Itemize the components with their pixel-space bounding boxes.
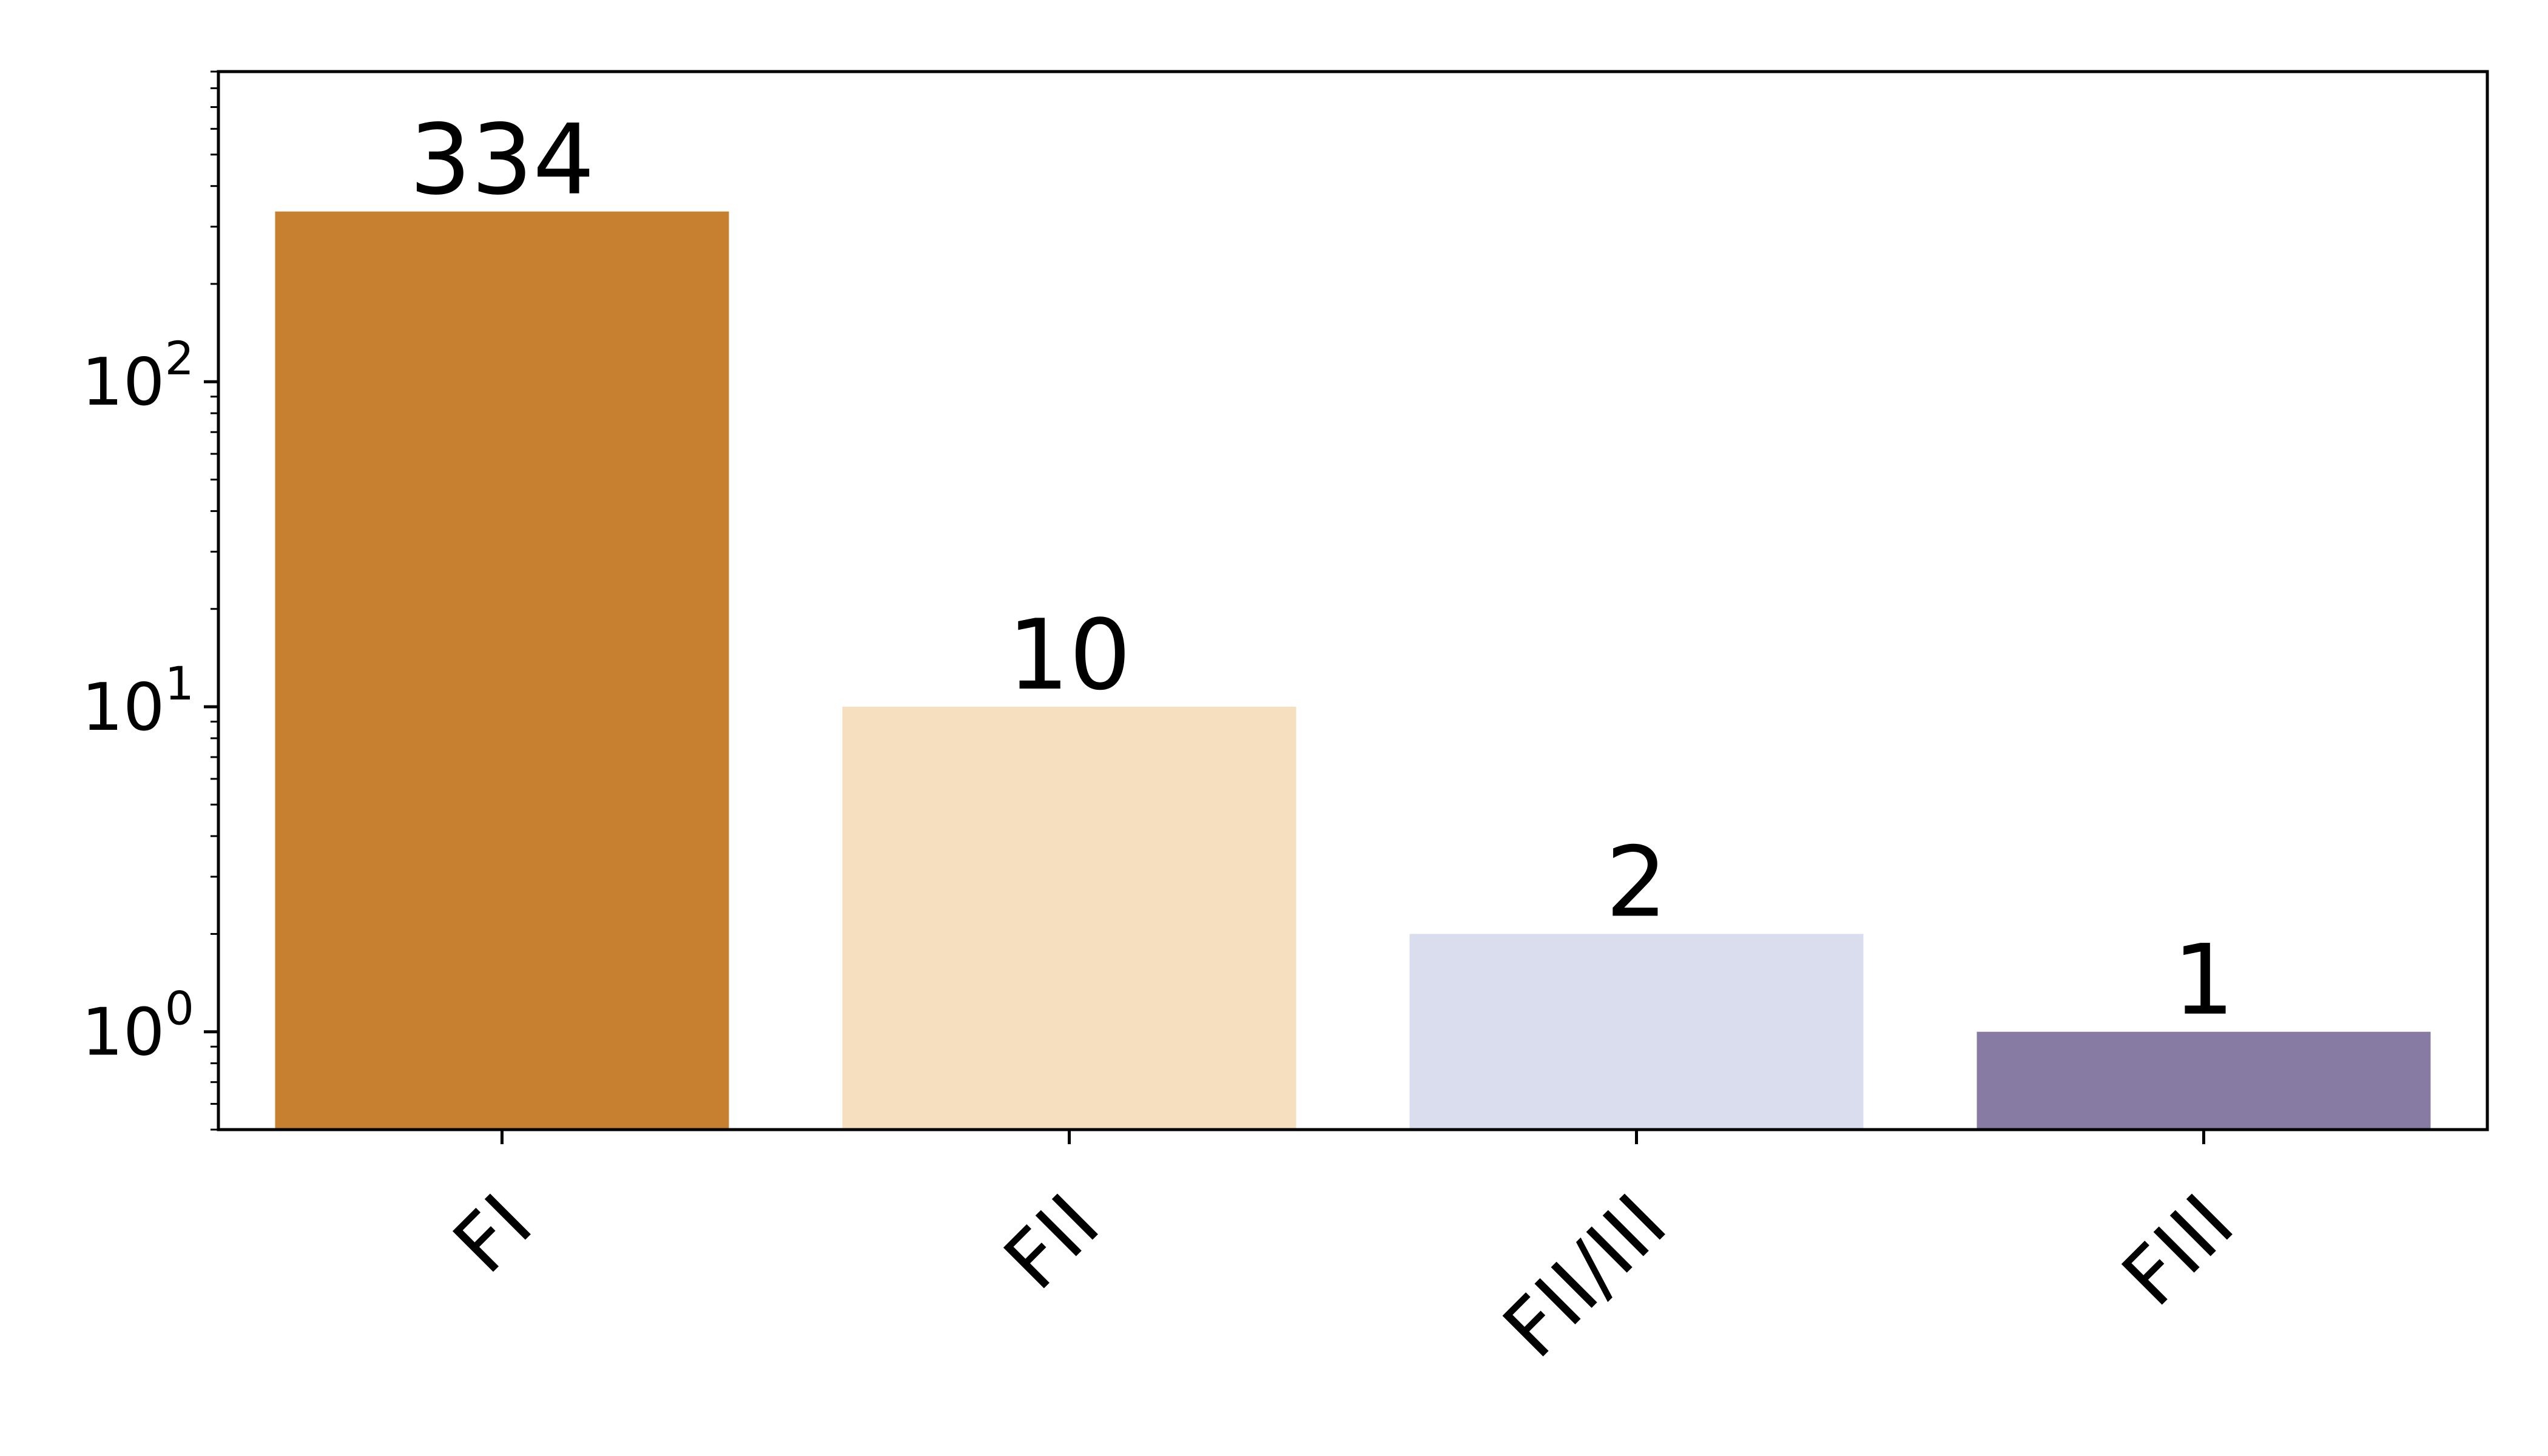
data-label-2: 10 (1008, 598, 1131, 712)
y-tick-label-1: 100 (81, 982, 194, 1071)
y-tick-label-3: 102 (81, 331, 194, 420)
y-tick-exponent: 1 (165, 656, 194, 710)
y-tick-base: 10 (81, 995, 164, 1071)
y-tick-exponent: 2 (165, 331, 194, 385)
bar-1 (275, 211, 729, 1130)
y-major-ticks (204, 380, 218, 1034)
bars-group (275, 211, 2431, 1130)
data-label-3: 2 (1606, 825, 1668, 939)
y-tick-exponent: 0 (165, 982, 194, 1036)
bar-3 (1409, 934, 1864, 1130)
bar-2 (842, 706, 1296, 1130)
bar-4 (1977, 1031, 2431, 1130)
x-ticks (500, 1130, 2205, 1144)
plot-frame (217, 70, 2489, 1131)
data-label-1: 334 (410, 103, 595, 217)
y-tick-base: 10 (81, 345, 164, 420)
data-label-4: 1 (2173, 923, 2235, 1037)
y-tick-base: 10 (81, 670, 164, 746)
data-labels-group: 334 10 2 1 (410, 103, 2235, 1037)
y-tick-label-2: 101 (81, 656, 194, 746)
